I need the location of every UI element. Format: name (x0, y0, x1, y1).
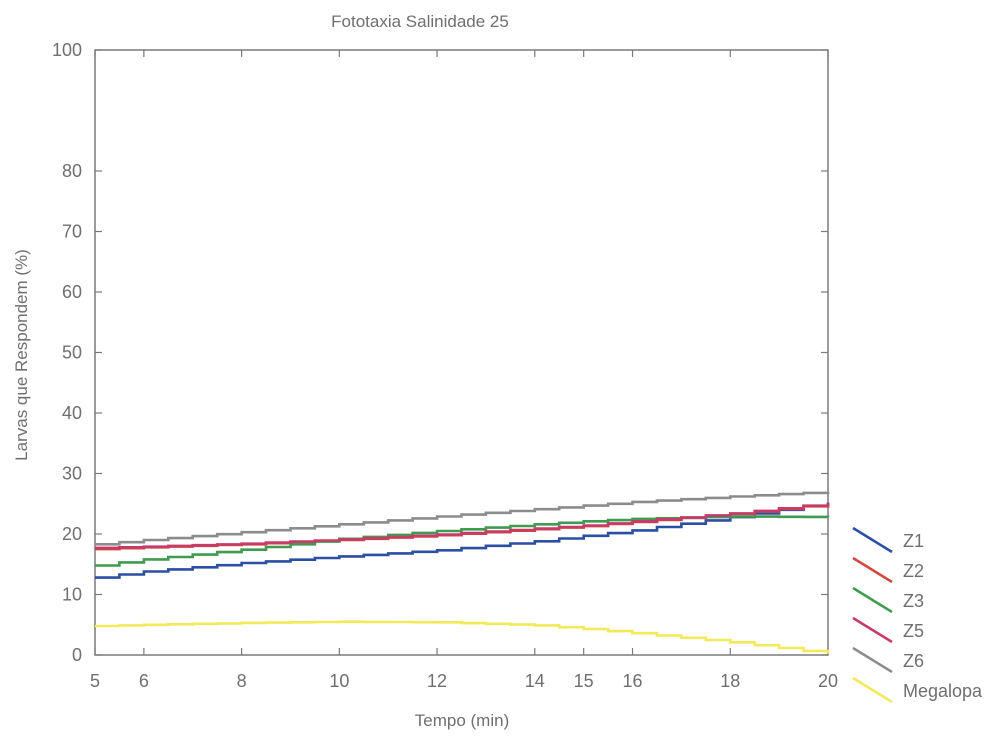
chart-title: Fototaxia Salinidade 25 (331, 12, 509, 31)
x-tick-label: 16 (623, 671, 643, 691)
y-tick-label: 100 (52, 40, 82, 60)
legend-swatch-z6 (852, 646, 893, 674)
y-tick-label: 30 (62, 464, 82, 484)
y-tick-label: 70 (62, 222, 82, 242)
x-tick-label: 18 (720, 671, 740, 691)
y-tick-label: 10 (62, 585, 82, 605)
legend-label-megalopa: Megalopa (903, 681, 983, 701)
legend-label-z3: Z3 (903, 591, 924, 611)
series-line-z3 (95, 515, 830, 567)
x-tick-label: 6 (139, 671, 149, 691)
y-tick-label: 60 (62, 282, 82, 302)
legend: Z1 Z2 Z3 Z5 Z6 Megalopa (852, 526, 983, 704)
legend-swatch-megalopa (852, 676, 893, 704)
y-tick-label: 80 (62, 161, 82, 181)
y-axis-label: Larvas que Respondem (%) (12, 249, 31, 461)
legend-swatch-z5 (852, 616, 893, 644)
legend-label-z2: Z2 (903, 561, 924, 581)
x-tick-label: 10 (329, 671, 349, 691)
legend-label-z1: Z1 (903, 531, 924, 551)
series-lines (95, 491, 830, 654)
axis-ticks: 5 6 8 10 12 14 15 16 18 20 0 10 20 30 40 50 60 70 80 100 (52, 40, 838, 691)
y-tick-label: 40 (62, 403, 82, 423)
x-tick-label: 12 (427, 671, 447, 691)
x-tick-label: 5 (90, 671, 100, 691)
y-tick-label: 0 (72, 645, 82, 665)
legend-swatch-z2 (852, 556, 893, 584)
legend-swatch-z3 (852, 586, 893, 614)
legend-label-z5: Z5 (903, 621, 924, 641)
series-line-z2 (95, 503, 830, 551)
x-tick-label: 14 (525, 671, 545, 691)
legend-swatch-z1 (852, 526, 893, 554)
series-line-megalopa (95, 620, 830, 654)
series-line-z1 (95, 502, 830, 579)
plot-frame (94, 49, 829, 656)
x-tick-label: 8 (237, 671, 247, 691)
x-tick-label: 15 (574, 671, 594, 691)
y-tick-label: 50 (62, 343, 82, 363)
legend-label-z6: Z6 (903, 651, 924, 671)
x-axis-label: Tempo (min) (415, 711, 509, 730)
series-line-z6 (95, 491, 830, 546)
y-tick-label: 20 (62, 524, 82, 544)
series-line-z5 (95, 503, 830, 550)
x-tick-label: 20 (818, 671, 838, 691)
